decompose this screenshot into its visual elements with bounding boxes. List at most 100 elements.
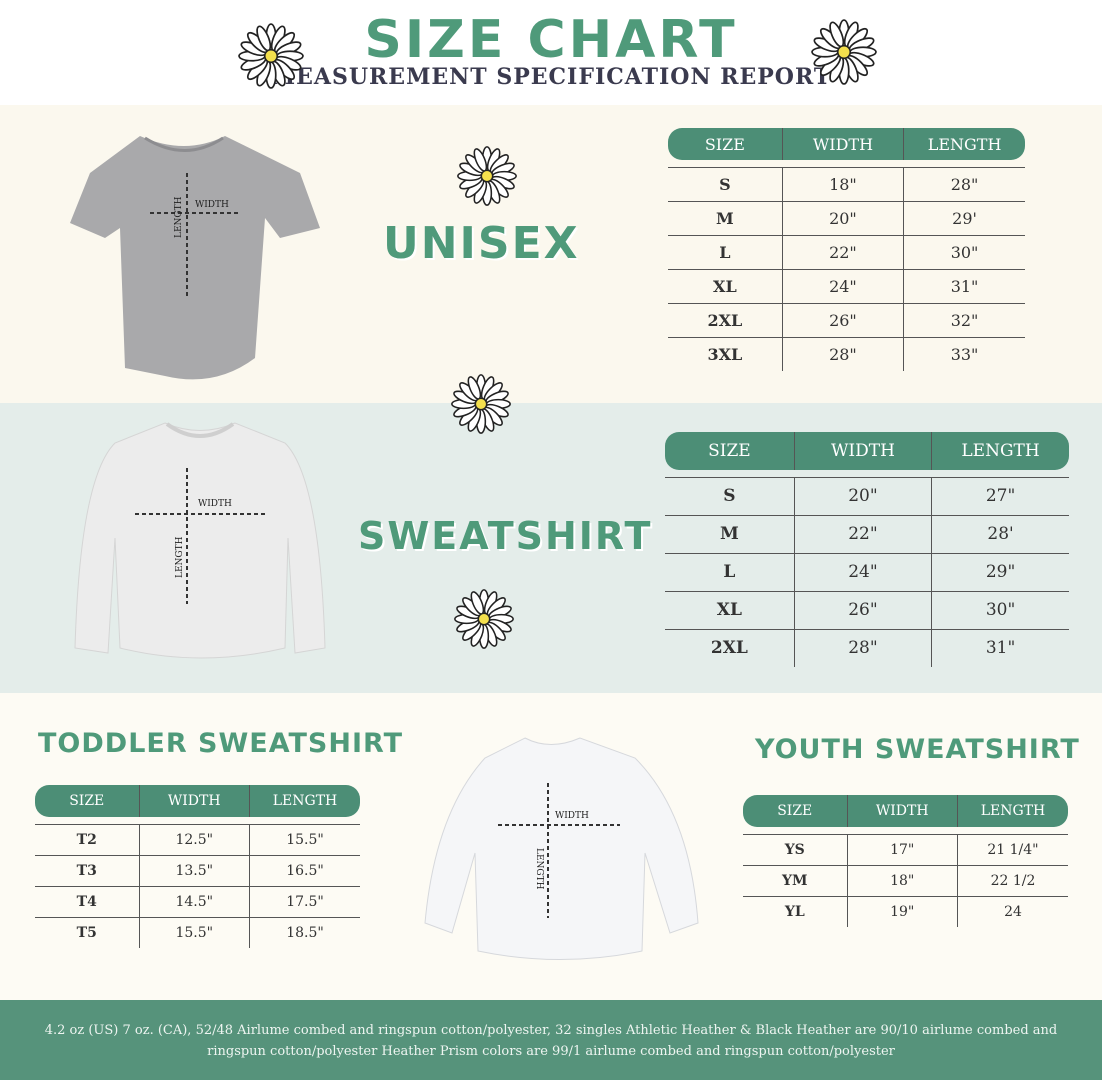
width-cell: 18" (781, 166, 904, 201)
size-cell: 2XL (668, 302, 783, 337)
length-cell: 31" (903, 268, 1025, 303)
width-cell: 15.5" (138, 916, 250, 948)
table-row: T3 13.5" 16.5" (35, 854, 360, 886)
width-cell: 13.5" (138, 854, 250, 886)
column-header: LENGTH (249, 785, 360, 817)
unisex-size-table: SIZE WIDTH LENGTH S 18" 28" M 20" 29' L 22" 30" XL 24… (668, 128, 1025, 371)
size-cell: T5 (35, 916, 139, 948)
table-row: 2XL 28" 31" (665, 628, 1069, 667)
length-cell: 28' (931, 514, 1069, 553)
width-cell: 24" (781, 268, 904, 303)
column-header: SIZE (35, 785, 139, 817)
table-row: XL 26" 30" (665, 590, 1069, 629)
width-cell: 18" (846, 864, 958, 896)
size-cell: S (665, 476, 795, 515)
length-cell: 16.5" (249, 854, 360, 886)
size-cell: YM (743, 864, 847, 896)
tshirt-image: WIDTH LENGTH (70, 136, 320, 380)
column-header: LENGTH (957, 795, 1068, 827)
sweatshirt-title: SWEATSHIRT (358, 514, 653, 558)
daisy-icon (237, 22, 305, 90)
column-header: WIDTH (846, 795, 958, 827)
size-cell: XL (665, 590, 795, 629)
size-cell: YS (743, 833, 847, 865)
table-row: M 22" 28' (665, 514, 1069, 553)
width-cell: 28" (781, 336, 904, 371)
page-title: SIZE CHART (364, 10, 738, 70)
length-cell: 24 (957, 895, 1068, 927)
length-cell: 17.5" (249, 885, 360, 917)
width-cell: 17" (846, 833, 958, 865)
header (0, 0, 1102, 105)
width-cell: 26" (793, 590, 932, 629)
table-row: L 24" 29" (665, 552, 1069, 591)
column-header: SIZE (668, 128, 783, 160)
size-cell: T3 (35, 854, 139, 886)
daisy-icon (453, 588, 515, 650)
table-row: YS 17" 21 1/4" (743, 833, 1068, 865)
column-header: LENGTH (931, 432, 1069, 470)
daisy-icon (810, 18, 878, 86)
size-cell: T4 (35, 885, 139, 917)
width-cell: 20" (781, 200, 904, 235)
width-cell: 19" (846, 895, 958, 927)
length-cell: 31" (931, 628, 1069, 667)
length-cell: 18.5" (249, 916, 360, 948)
width-cell: 26" (781, 302, 904, 337)
width-label: WIDTH (198, 499, 232, 509)
size-cell: M (668, 200, 783, 235)
length-cell: 30" (931, 590, 1069, 629)
sweatshirt-size-table: SIZE WIDTH LENGTH S 20" 27" M 22" 28' L 24" 29" XL 26… (665, 432, 1069, 667)
width-cell: 22" (781, 234, 904, 269)
page-subtitle: MEASUREMENT SPECIFICATION REPORT (270, 64, 832, 90)
table-row: S 20" 27" (665, 476, 1069, 515)
width-label: WIDTH (555, 811, 589, 821)
daisy-icon (450, 373, 512, 435)
width-cell: 28" (793, 628, 932, 667)
table-row: S 18" 28" (668, 166, 1025, 201)
sweatshirt-image: WIDTH LENGTH (74, 422, 326, 659)
size-cell: XL (668, 268, 783, 303)
table-row: T2 12.5" 15.5" (35, 823, 360, 855)
size-cell: L (668, 234, 783, 269)
youth-sweatshirt-image: WIDTH LENGTH (424, 737, 699, 960)
size-cell: S (668, 166, 783, 201)
table-row: XL 24" 31" (668, 268, 1025, 303)
unisex-title: UNISEX (383, 218, 580, 269)
column-header: WIDTH (138, 785, 250, 817)
size-cell: 3XL (668, 336, 783, 371)
length-cell: 30" (903, 234, 1025, 269)
length-cell: 21 1/4" (957, 833, 1068, 865)
length-label: LENGTH (175, 536, 185, 578)
size-cell: 2XL (665, 628, 795, 667)
size-cell: YL (743, 895, 847, 927)
length-cell: 33" (903, 336, 1025, 371)
length-cell: 28" (903, 166, 1025, 201)
table-row: YM 18" 22 1/2 (743, 864, 1068, 896)
youth-size-table: SIZE WIDTH LENGTH YS 17" 21 1/4" YM 18" 22 1/2 YL… (743, 795, 1068, 927)
size-cell: T2 (35, 823, 139, 855)
column-header: LENGTH (903, 128, 1025, 160)
table-row: 3XL 28" 33" (668, 336, 1025, 371)
length-cell: 22 1/2 (957, 864, 1068, 896)
table-row: T5 15.5" 18.5" (35, 916, 360, 948)
table-row: L 22" 30" (668, 234, 1025, 269)
table-row: T4 14.5" 17.5" (35, 885, 360, 917)
width-cell: 22" (793, 514, 932, 553)
size-cell: M (665, 514, 795, 553)
fabric-note: 4.2 oz (US) 7 oz. (CA), 52/48 Airlume co… (0, 1000, 1102, 1080)
toddler-title: TODDLER SWEATSHIRT (38, 728, 404, 759)
length-label: LENGTH (174, 196, 184, 238)
daisy-icon (456, 145, 518, 207)
column-header: SIZE (743, 795, 847, 827)
table-row: YL 19" 24 (743, 895, 1068, 927)
youth-title: YOUTH SWEATSHIRT (755, 734, 1080, 765)
width-cell: 12.5" (138, 823, 250, 855)
table-row: M 20" 29' (668, 200, 1025, 235)
column-header: SIZE (665, 432, 795, 470)
length-cell: 15.5" (249, 823, 360, 855)
toddler-size-table: SIZE WIDTH LENGTH T2 12.5" 15.5" T3 13.5" 16.5" T… (35, 785, 360, 948)
length-cell: 29' (903, 200, 1025, 235)
length-cell: 29" (931, 552, 1069, 591)
table-row: 2XL 26" 32" (668, 302, 1025, 337)
